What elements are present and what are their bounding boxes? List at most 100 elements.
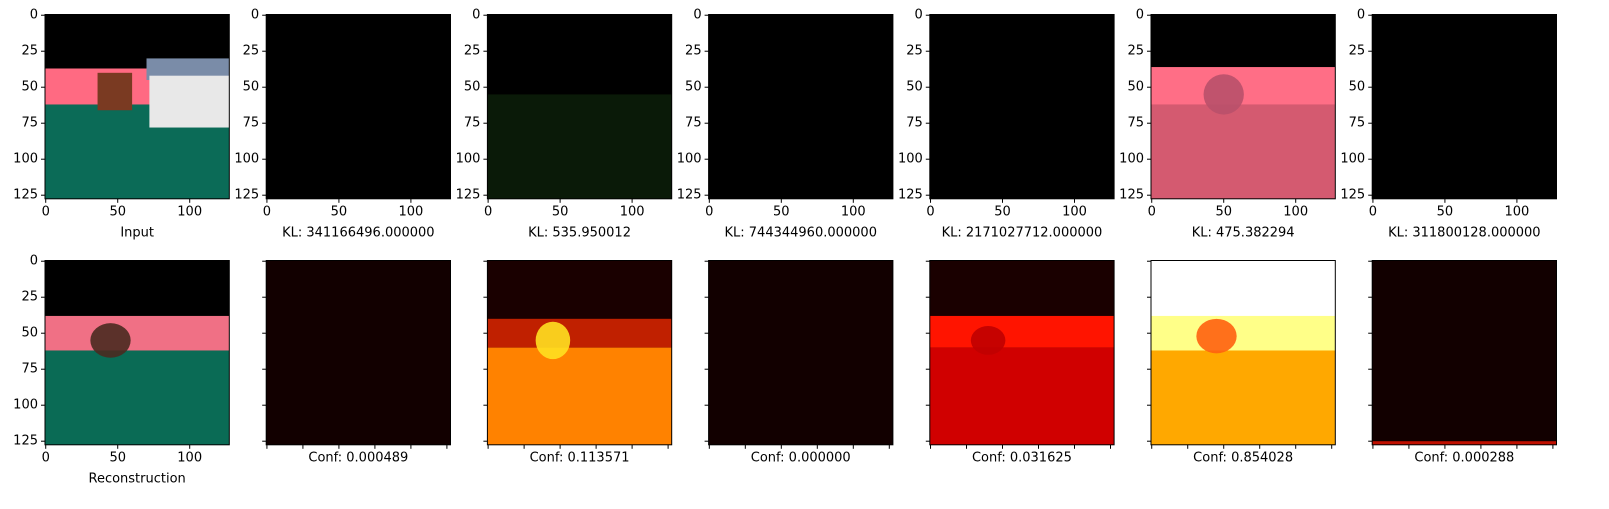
axes-frame (929, 260, 1115, 446)
x-tick-label: 0 (705, 204, 713, 219)
panel: 0 50 100 0 25 50 75 100 125 KL: 2171027712.000000 (898, 8, 1115, 240)
y-tick-label: 100 (677, 152, 702, 167)
x-tick-label: 0 (1369, 204, 1377, 219)
y-tick-label: 125 (1119, 188, 1144, 203)
x-tick-label: 100 (398, 204, 423, 219)
image (266, 14, 451, 199)
panel: Conf: 0.031625 (925, 260, 1115, 465)
image (708, 260, 893, 445)
panel: Conf: 0.854028 (1147, 260, 1336, 465)
x-axis-label: KL: 311800128.000000 (1388, 225, 1540, 240)
y-tick-label: 25 (906, 44, 923, 59)
image (1372, 14, 1557, 199)
y-tick-label: 25 (464, 44, 481, 59)
y-tick-label: 50 (243, 80, 260, 95)
axes-frame (929, 14, 1115, 200)
y-tick-label: 100 (898, 152, 923, 167)
y-tick-label: 0 (915, 8, 923, 23)
image-blob (535, 321, 571, 360)
panel: Conf: 0.000000 (704, 260, 894, 465)
axes-frame (1150, 260, 1336, 446)
panel: 0 50 100 0 25 50 75 100 125 KL: 744344960.000000 (677, 8, 894, 240)
x-tick-label: 0 (1148, 204, 1156, 219)
image (929, 14, 1115, 199)
y-tick-label: 75 (21, 116, 38, 131)
x-tick-label: 100 (177, 450, 202, 465)
panel: 0 50 100 0 25 50 75 100 125 KL: 311800128.000000 (1340, 8, 1557, 240)
x-tick-label: 100 (1283, 204, 1308, 219)
x-tick-label: 50 (773, 204, 790, 219)
axes-frame (708, 260, 894, 446)
y-tick-label: 75 (1349, 116, 1366, 131)
axes-frame (708, 14, 894, 200)
y-tick-label: 50 (21, 80, 38, 95)
axes-frame (1371, 260, 1557, 446)
y-tick-label: 50 (464, 80, 481, 95)
x-axis-label: Conf: 0.000288 (1414, 450, 1514, 465)
x-axis-label: KL: 535.950012 (528, 225, 631, 240)
y-tick-label: 50 (906, 80, 923, 95)
y-tick-label: 50 (1349, 80, 1366, 95)
image-blob (90, 323, 131, 358)
axes-frame (486, 14, 673, 200)
y-tick-label: 75 (464, 116, 481, 131)
axes-frame (44, 14, 230, 200)
y-tick-label: 75 (906, 116, 923, 131)
image-region (487, 318, 672, 348)
x-axis-label: KL: 744344960.000000 (725, 225, 877, 240)
y-tick-label: 100 (13, 398, 38, 413)
y-tick-label: 75 (243, 116, 260, 131)
x-tick-label: 0 (926, 204, 934, 219)
image-region (45, 350, 230, 445)
image-region (929, 347, 1115, 445)
y-tick-label: 100 (1119, 152, 1144, 167)
panel: Conf: 0.113571 (483, 260, 673, 465)
y-tick-label: 75 (21, 362, 38, 377)
x-tick-label: 50 (1215, 204, 1232, 219)
axes-frame (265, 260, 452, 446)
x-tick-label: 50 (994, 204, 1011, 219)
y-tick-label: 75 (1127, 116, 1144, 131)
axes-frame (1150, 14, 1336, 200)
y-tick-label: 125 (898, 188, 923, 203)
y-tick-label: 25 (685, 44, 702, 59)
y-tick-label: 100 (234, 152, 259, 167)
x-axis-label: Conf: 0.031625 (972, 450, 1072, 465)
x-tick-label: 100 (841, 204, 866, 219)
x-tick-label: 0 (42, 204, 50, 219)
x-axis-label: KL: 2171027712.000000 (942, 225, 1103, 240)
panel: Conf: 0.000288 (1368, 260, 1557, 465)
x-axis-label: Conf: 0.000000 (751, 450, 851, 465)
y-tick-label: 50 (685, 80, 702, 95)
image-region (45, 315, 230, 351)
image-region (149, 75, 230, 128)
y-tick-label: 0 (1136, 8, 1144, 23)
image (266, 260, 451, 445)
image-region (1372, 441, 1557, 445)
x-tick-label: 50 (552, 204, 569, 219)
y-tick-label: 125 (456, 188, 481, 203)
panel: 0 50 100 0 25 50 75 100 125 KL: 341166496.000000 (234, 8, 452, 240)
panel: 0 50 100 0 25 50 75 100 125 KL: 475.382294 (1119, 8, 1336, 240)
y-tick-label: 100 (13, 152, 38, 167)
image (708, 14, 893, 199)
y-tick-label: 25 (1349, 44, 1366, 59)
image-region (1151, 350, 1336, 445)
x-tick-label: 50 (1437, 204, 1454, 219)
axes-frame (486, 260, 673, 446)
image-region (487, 347, 672, 445)
y-tick-label: 100 (1340, 152, 1365, 167)
x-tick-label: 0 (263, 204, 271, 219)
x-axis-label: Conf: 0.000489 (308, 450, 408, 465)
x-axis-label: KL: 475.382294 (1192, 225, 1295, 240)
y-tick-label: 50 (1127, 80, 1144, 95)
image-region (487, 94, 672, 199)
y-tick-label: 125 (1340, 188, 1365, 203)
x-tick-label: 100 (1062, 204, 1087, 219)
x-tick-label: 50 (109, 204, 126, 219)
image-blob (1196, 318, 1237, 354)
y-tick-label: 50 (21, 326, 38, 341)
y-tick-label: 125 (234, 188, 259, 203)
panel: 0 50 100 0 25 50 75 100 125 Input (13, 8, 230, 240)
